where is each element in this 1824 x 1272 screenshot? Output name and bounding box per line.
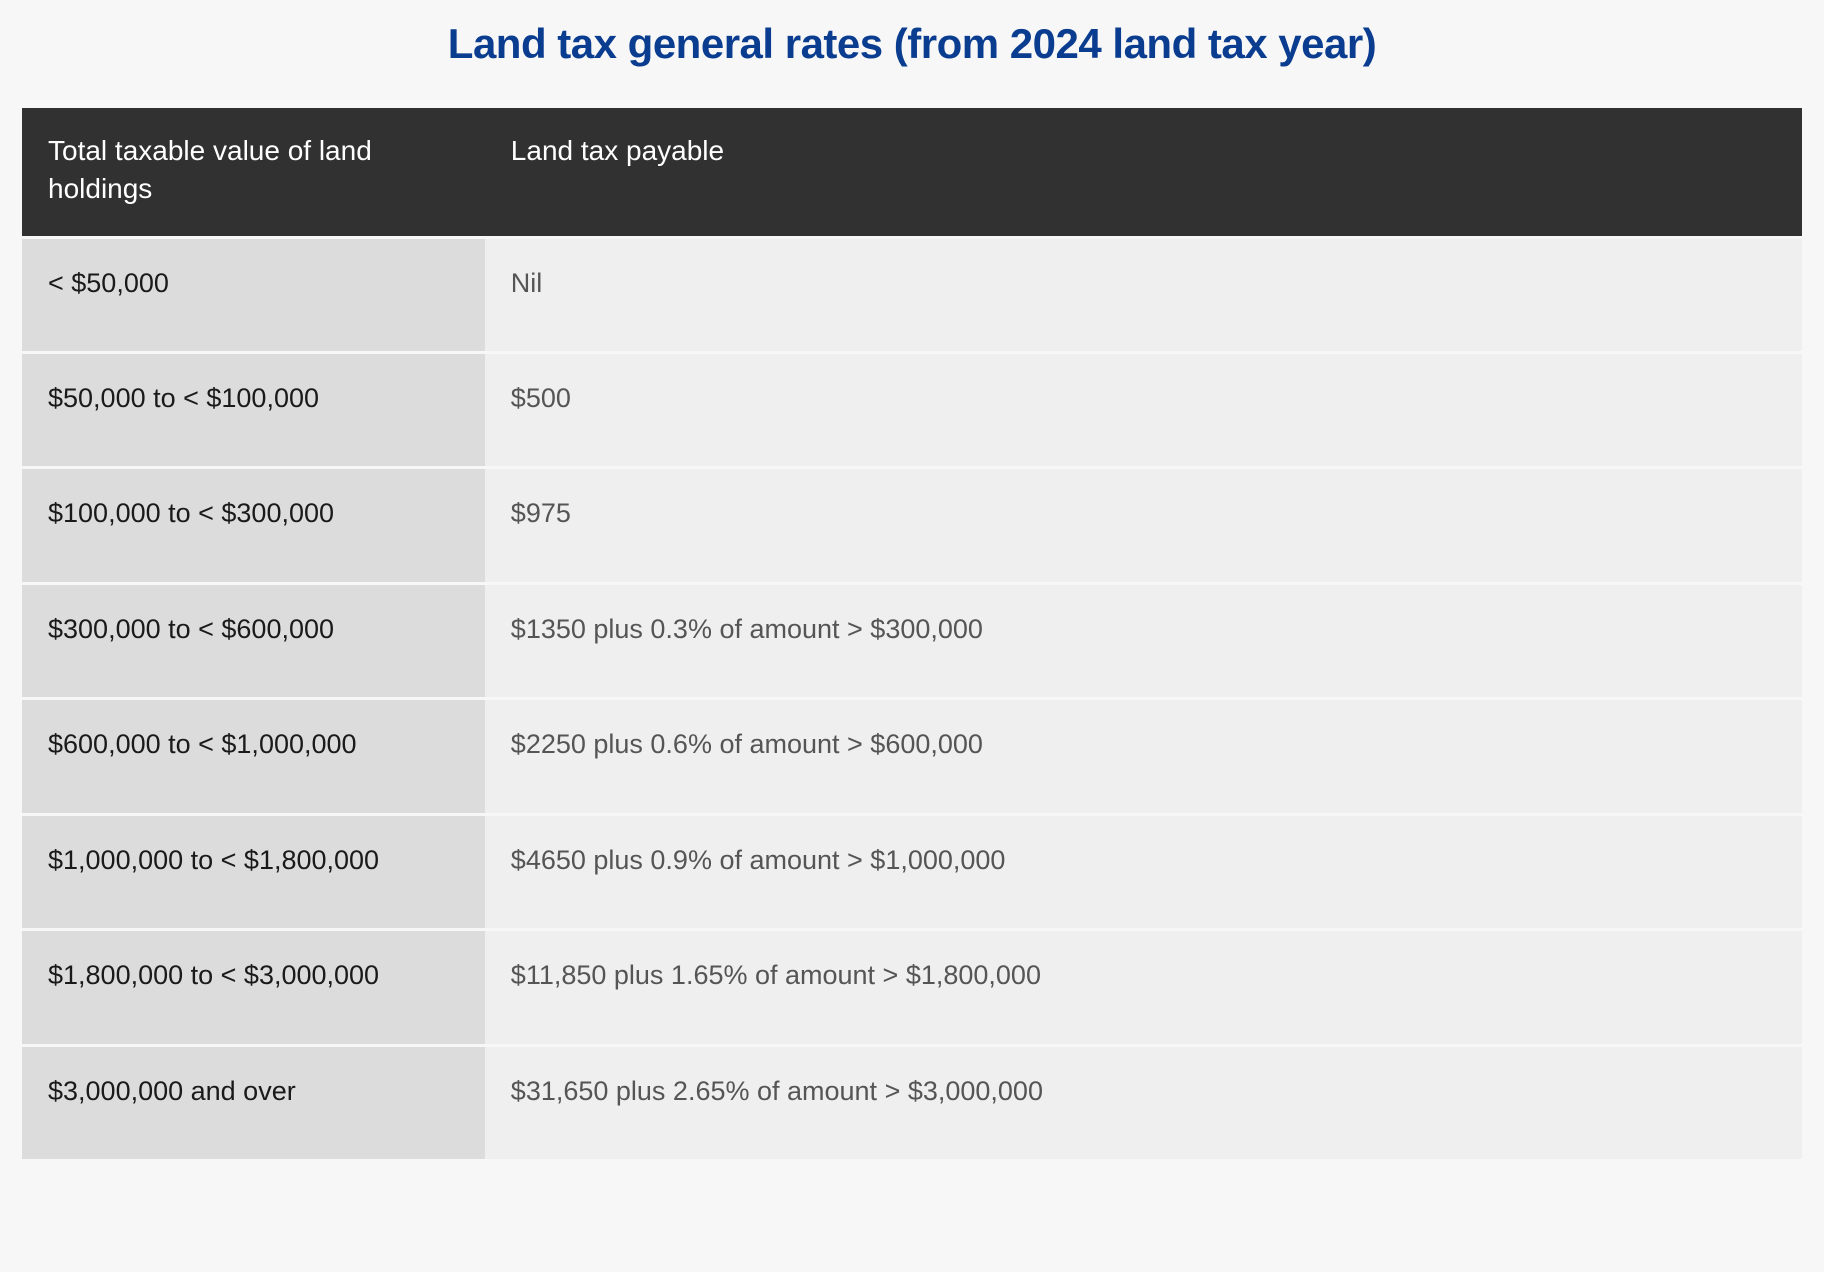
table-header-row: Total taxable value of land holdings Lan…: [22, 108, 1802, 237]
cell-payable: $2250 plus 0.6% of amount > $600,000: [485, 699, 1802, 814]
table-row: $3,000,000 and over $31,650 plus 2.65% o…: [22, 1045, 1802, 1159]
cell-payable: $11,850 plus 1.65% of amount > $1,800,00…: [485, 930, 1802, 1045]
cell-payable: $500: [485, 353, 1802, 468]
cell-range: < $50,000: [22, 237, 485, 352]
column-header-range: Total taxable value of land holdings: [22, 108, 485, 237]
cell-payable: Nil: [485, 237, 1802, 352]
cell-payable: $975: [485, 468, 1802, 583]
cell-range: $3,000,000 and over: [22, 1045, 485, 1159]
table-row: $50,000 to < $100,000 $500: [22, 353, 1802, 468]
table-row: $300,000 to < $600,000 $1350 plus 0.3% o…: [22, 583, 1802, 698]
cell-range: $100,000 to < $300,000: [22, 468, 485, 583]
cell-range: $50,000 to < $100,000: [22, 353, 485, 468]
cell-range: $600,000 to < $1,000,000: [22, 699, 485, 814]
cell-payable: $1350 plus 0.3% of amount > $300,000: [485, 583, 1802, 698]
cell-payable: $31,650 plus 2.65% of amount > $3,000,00…: [485, 1045, 1802, 1159]
cell-range: $300,000 to < $600,000: [22, 583, 485, 698]
page-container: Land tax general rates (from 2024 land t…: [22, 20, 1802, 1159]
page-title: Land tax general rates (from 2024 land t…: [22, 20, 1802, 68]
table-row: < $50,000 Nil: [22, 237, 1802, 352]
table-row: $1,000,000 to < $1,800,000 $4650 plus 0.…: [22, 814, 1802, 929]
cell-range: $1,800,000 to < $3,000,000: [22, 930, 485, 1045]
cell-payable: $4650 plus 0.9% of amount > $1,000,000: [485, 814, 1802, 929]
column-header-payable: Land tax payable: [485, 108, 1802, 237]
table-row: $1,800,000 to < $3,000,000 $11,850 plus …: [22, 930, 1802, 1045]
cell-range: $1,000,000 to < $1,800,000: [22, 814, 485, 929]
table-row: $600,000 to < $1,000,000 $2250 plus 0.6%…: [22, 699, 1802, 814]
table-row: $100,000 to < $300,000 $975: [22, 468, 1802, 583]
land-tax-table: Total taxable value of land holdings Lan…: [22, 108, 1802, 1159]
